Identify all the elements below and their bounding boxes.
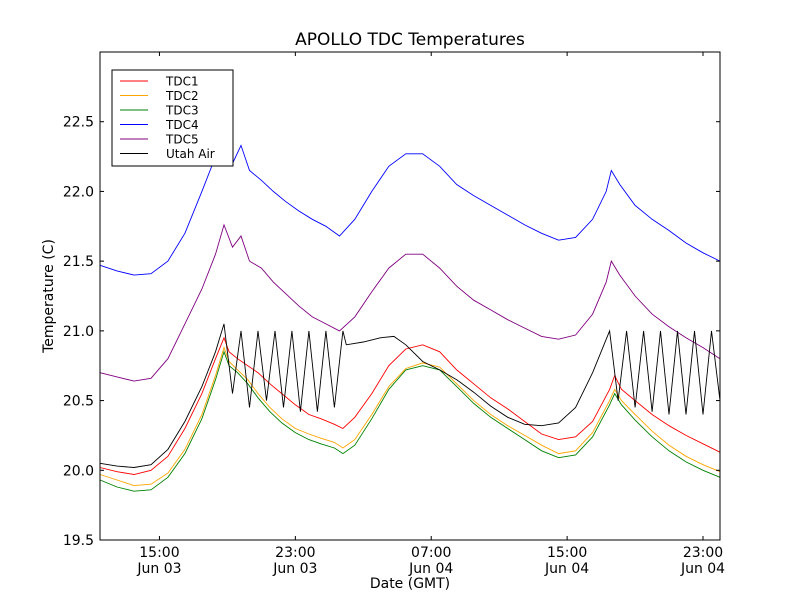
y-tick-label: 21.0 <box>63 324 94 340</box>
x-tick-label-date: Jun 04 <box>544 561 589 577</box>
plot-frame <box>99 51 721 541</box>
y-tick-label: 19.5 <box>63 533 94 549</box>
x-tick-label-time: 15:00 <box>139 545 179 561</box>
series-line-tdc2 <box>99 346 721 487</box>
series-line-tdc1 <box>99 336 721 475</box>
legend-label-tdc3: TDC3 <box>165 104 199 118</box>
y-tick-label: 20.5 <box>63 394 94 410</box>
series-line-utah-air <box>99 323 721 468</box>
chart-title: APOLLO TDC Temperatures <box>295 30 525 50</box>
series-line-tdc3 <box>99 350 721 492</box>
y-tick-label: 22.0 <box>63 184 94 200</box>
x-tick-label-date: Jun 03 <box>136 561 181 577</box>
y-tick-label: 20.0 <box>63 463 94 479</box>
legend-box <box>111 69 234 167</box>
x-tick-label-time: 07:00 <box>411 545 451 561</box>
legend-label-tdc5: TDC5 <box>165 133 199 147</box>
x-tick-label-time: 15:00 <box>547 545 587 561</box>
x-tick-label-time: 23:00 <box>683 545 723 561</box>
x-axis-label: Date (GMT) <box>370 576 450 592</box>
x-tick-label-date: Jun 03 <box>272 561 317 577</box>
legend-label-tdc2: TDC2 <box>165 89 199 103</box>
series-line-tdc5 <box>99 223 721 382</box>
y-axis: 19.5 20.0 20.5 21.0 21.5 22.0 22.5 <box>63 115 720 549</box>
x-tick-label-time: 23:00 <box>275 545 315 561</box>
x-tick-label-date: Jun 04 <box>408 561 453 577</box>
y-tick-label: 22.5 <box>63 115 94 131</box>
legend-label-utah-air: Utah Air <box>166 147 215 161</box>
legend-label-tdc4: TDC4 <box>165 118 199 132</box>
y-tick-label: 21.5 <box>63 254 94 270</box>
y-axis-label: Temperature (C) <box>41 239 57 354</box>
legend-label-tdc1: TDC1 <box>165 75 199 89</box>
x-tick-label-date: Jun 04 <box>680 561 725 577</box>
